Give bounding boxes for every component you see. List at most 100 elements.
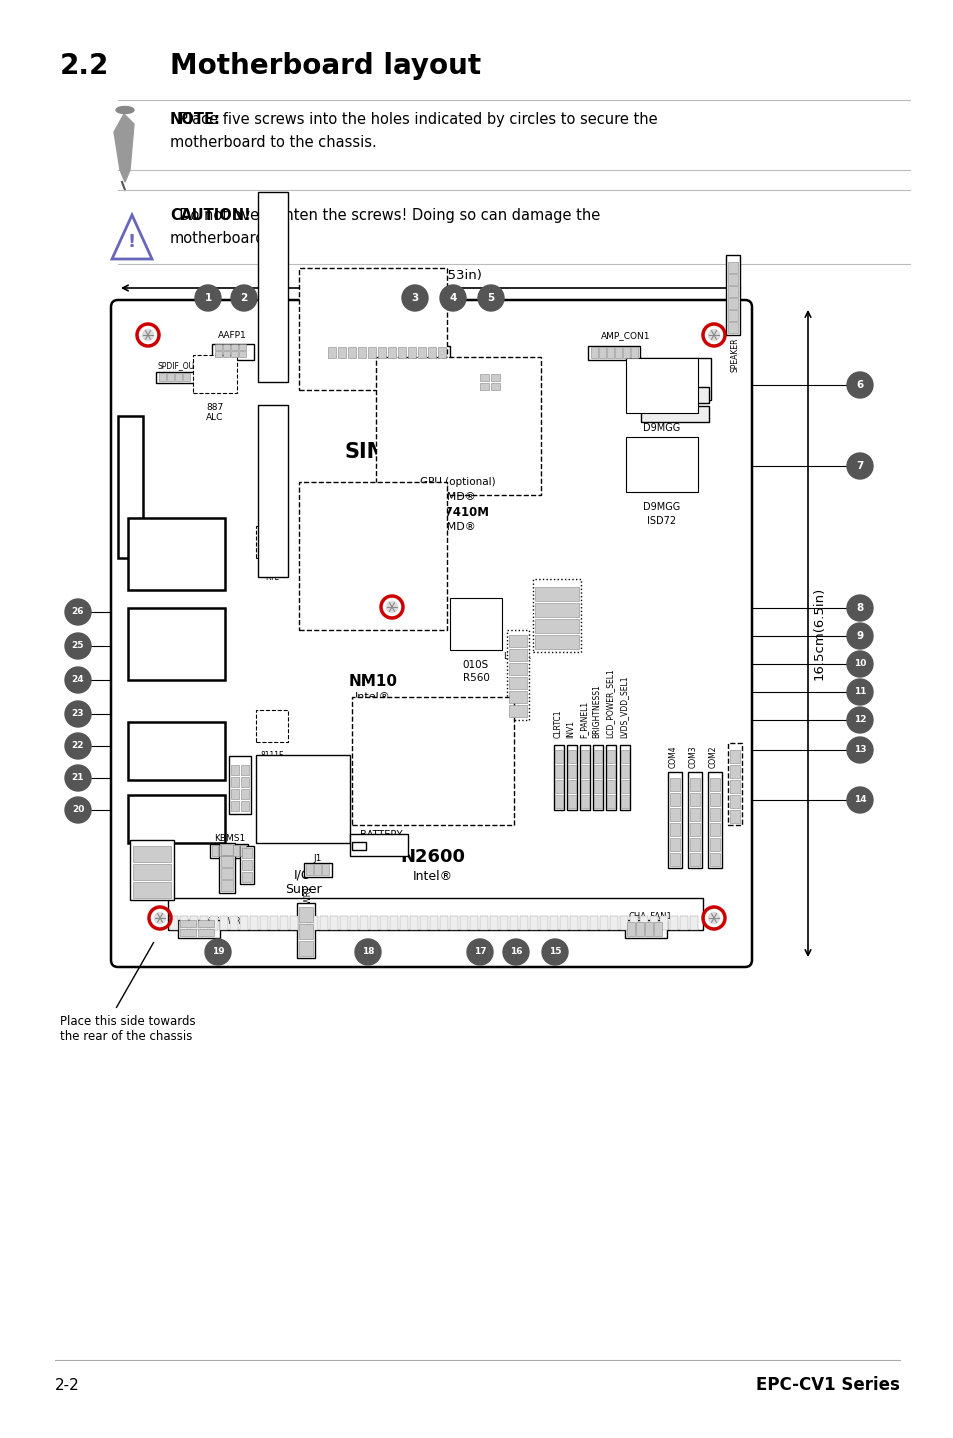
- Text: VGA: VGA: [543, 608, 565, 618]
- Bar: [479, 374, 489, 381]
- Bar: [221, 844, 233, 856]
- Text: LAN1: LAN1: [159, 555, 193, 568]
- Bar: [491, 374, 499, 381]
- Text: SIM1: SIM1: [344, 441, 401, 462]
- Circle shape: [846, 738, 872, 764]
- Circle shape: [846, 595, 872, 621]
- Text: AMD®: AMD®: [439, 522, 476, 532]
- Text: R560: R560: [462, 673, 489, 683]
- Bar: [328, 347, 335, 358]
- Bar: [180, 920, 195, 928]
- Bar: [667, 772, 681, 869]
- Text: RTL: RTL: [265, 758, 278, 766]
- Bar: [250, 916, 257, 930]
- Bar: [479, 383, 489, 390]
- Bar: [606, 347, 614, 358]
- Bar: [322, 864, 329, 874]
- Bar: [459, 916, 468, 930]
- Bar: [214, 351, 222, 357]
- Text: 17: 17: [474, 948, 486, 956]
- Bar: [128, 518, 225, 590]
- Bar: [569, 916, 578, 930]
- Bar: [580, 751, 588, 764]
- Text: 7: 7: [856, 462, 862, 472]
- Bar: [727, 298, 738, 309]
- Bar: [450, 916, 457, 930]
- Circle shape: [386, 601, 397, 613]
- Bar: [669, 853, 679, 866]
- Text: PEX8605: PEX8605: [322, 575, 365, 585]
- Text: ISD72: ISD72: [647, 437, 676, 447]
- Bar: [622, 347, 629, 358]
- Bar: [183, 372, 190, 381]
- Bar: [729, 751, 740, 764]
- Bar: [350, 916, 357, 930]
- Bar: [370, 916, 377, 930]
- Bar: [428, 347, 436, 358]
- Text: 16.5cm(6.5in): 16.5cm(6.5in): [812, 587, 825, 680]
- Circle shape: [65, 765, 91, 791]
- Circle shape: [846, 787, 872, 812]
- Text: 2: 2: [240, 293, 248, 303]
- Text: USB3: USB3: [159, 817, 193, 830]
- Text: 24: 24: [71, 676, 84, 684]
- Text: 8: 8: [856, 603, 862, 613]
- Bar: [350, 834, 408, 856]
- Bar: [229, 756, 251, 814]
- Bar: [226, 846, 232, 856]
- Bar: [509, 663, 526, 674]
- Bar: [535, 603, 578, 617]
- Circle shape: [194, 285, 221, 311]
- Bar: [599, 916, 607, 930]
- Text: Motherboard layout: Motherboard layout: [170, 52, 480, 81]
- Text: 9VRS4339AL: 9VRS4339AL: [314, 495, 367, 503]
- Bar: [200, 916, 208, 930]
- Bar: [509, 705, 526, 718]
- Bar: [290, 916, 297, 930]
- Text: J2: J2: [243, 860, 253, 867]
- Bar: [589, 916, 598, 930]
- Bar: [240, 846, 253, 884]
- Text: 23: 23: [71, 709, 84, 719]
- Bar: [689, 823, 700, 835]
- Text: 4: 4: [449, 293, 456, 303]
- Text: BRIGHTNESS1: BRIGHTNESS1: [592, 684, 601, 738]
- Bar: [190, 916, 198, 930]
- Bar: [377, 347, 386, 358]
- Bar: [359, 916, 368, 930]
- Bar: [640, 406, 708, 421]
- Bar: [687, 772, 701, 869]
- Bar: [539, 916, 547, 930]
- Bar: [619, 745, 629, 810]
- Bar: [174, 372, 182, 381]
- Text: I/O: I/O: [294, 869, 312, 881]
- Bar: [231, 351, 237, 357]
- Text: PCIEX1_1: PCIEX1_1: [367, 331, 409, 339]
- Bar: [298, 907, 313, 922]
- Text: AMD®: AMD®: [439, 492, 476, 502]
- Circle shape: [401, 285, 428, 311]
- Bar: [566, 745, 577, 810]
- Bar: [555, 751, 562, 764]
- Bar: [639, 916, 647, 930]
- Text: 15: 15: [548, 948, 560, 956]
- Bar: [198, 920, 213, 928]
- Circle shape: [708, 913, 719, 923]
- Circle shape: [502, 939, 529, 965]
- Bar: [299, 916, 308, 930]
- Bar: [709, 792, 720, 807]
- Bar: [397, 347, 406, 358]
- Circle shape: [708, 329, 719, 341]
- Bar: [727, 322, 738, 334]
- Text: GPU (optional): GPU (optional): [419, 477, 496, 487]
- Bar: [594, 779, 601, 792]
- Bar: [306, 864, 313, 874]
- Ellipse shape: [116, 106, 133, 114]
- Bar: [605, 745, 616, 810]
- Bar: [379, 916, 388, 930]
- Bar: [239, 351, 246, 357]
- Bar: [450, 598, 501, 650]
- Bar: [506, 630, 529, 720]
- Bar: [689, 853, 700, 866]
- Bar: [729, 779, 740, 792]
